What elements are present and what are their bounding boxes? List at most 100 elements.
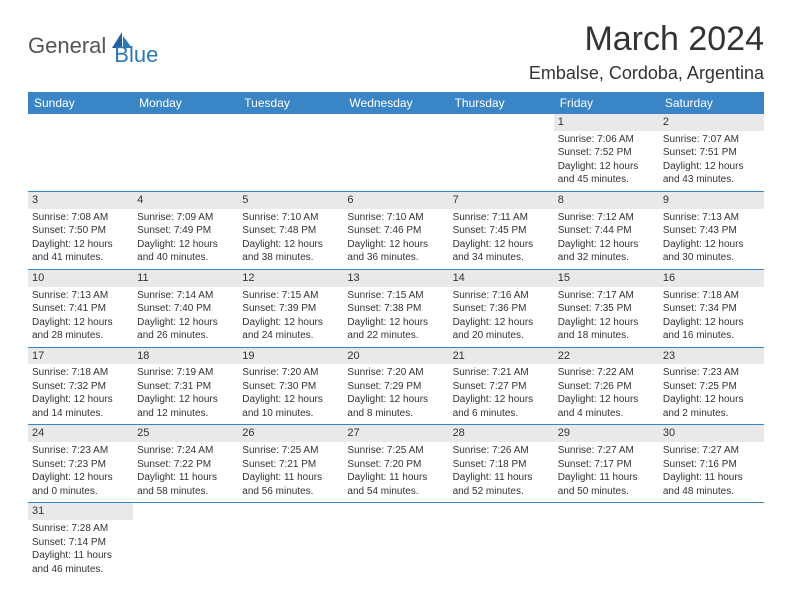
calendar-cell: 17Sunrise: 7:18 AMSunset: 7:32 PMDayligh…: [28, 347, 133, 425]
calendar-cell: [238, 114, 343, 191]
day-info-line: Sunset: 7:35 PM: [558, 302, 655, 316]
weekday-header: Friday: [554, 92, 659, 114]
day-number: 8: [554, 192, 659, 209]
day-info-line: and 30 minutes.: [663, 251, 760, 265]
day-info-line: Sunset: 7:23 PM: [32, 458, 129, 472]
day-info-line: and 32 minutes.: [558, 251, 655, 265]
day-info-line: Sunrise: 7:23 AM: [663, 366, 760, 380]
day-info-line: Sunrise: 7:21 AM: [453, 366, 550, 380]
title-block: March 2024 Embalse, Cordoba, Argentina: [529, 20, 764, 84]
calendar-week-row: 31Sunrise: 7:28 AMSunset: 7:14 PMDayligh…: [28, 503, 764, 580]
day-info-line: Sunset: 7:14 PM: [32, 536, 129, 550]
calendar-cell: 10Sunrise: 7:13 AMSunset: 7:41 PMDayligh…: [28, 269, 133, 347]
day-info-line: Sunrise: 7:28 AM: [32, 522, 129, 536]
day-info-line: Sunrise: 7:14 AM: [137, 289, 234, 303]
day-info-line: Daylight: 12 hours: [347, 316, 444, 330]
day-info-line: Daylight: 11 hours: [347, 471, 444, 485]
day-info-line: Daylight: 11 hours: [663, 471, 760, 485]
day-info-line: Sunset: 7:25 PM: [663, 380, 760, 394]
day-info-line: Sunrise: 7:08 AM: [32, 211, 129, 225]
day-info-line: Sunset: 7:49 PM: [137, 224, 234, 238]
day-info-line: Sunset: 7:17 PM: [558, 458, 655, 472]
title-month: March 2024: [529, 20, 764, 59]
day-info-line: Sunset: 7:22 PM: [137, 458, 234, 472]
day-info-line: and 40 minutes.: [137, 251, 234, 265]
day-info-line: Sunset: 7:40 PM: [137, 302, 234, 316]
day-info-line: and 2 minutes.: [663, 407, 760, 421]
day-info-line: and 14 minutes.: [32, 407, 129, 421]
day-info-line: Sunrise: 7:16 AM: [453, 289, 550, 303]
day-number: 10: [28, 270, 133, 287]
day-number: 12: [238, 270, 343, 287]
calendar-cell: 28Sunrise: 7:26 AMSunset: 7:18 PMDayligh…: [449, 425, 554, 503]
calendar-cell: 18Sunrise: 7:19 AMSunset: 7:31 PMDayligh…: [133, 347, 238, 425]
day-info-line: and 45 minutes.: [558, 173, 655, 187]
day-info-line: and 46 minutes.: [32, 563, 129, 577]
calendar-week-row: 1Sunrise: 7:06 AMSunset: 7:52 PMDaylight…: [28, 114, 764, 191]
day-info-line: Sunset: 7:18 PM: [453, 458, 550, 472]
day-info-line: Sunrise: 7:18 AM: [663, 289, 760, 303]
calendar-cell: 8Sunrise: 7:12 AMSunset: 7:44 PMDaylight…: [554, 191, 659, 269]
calendar-cell: 4Sunrise: 7:09 AMSunset: 7:49 PMDaylight…: [133, 191, 238, 269]
day-info-line: and 36 minutes.: [347, 251, 444, 265]
day-info-line: Sunrise: 7:23 AM: [32, 444, 129, 458]
weekday-header: Tuesday: [238, 92, 343, 114]
day-number: 11: [133, 270, 238, 287]
day-info-line: Sunset: 7:20 PM: [347, 458, 444, 472]
calendar-cell: [133, 503, 238, 580]
day-info-line: Daylight: 11 hours: [242, 471, 339, 485]
day-info-line: Sunrise: 7:07 AM: [663, 133, 760, 147]
day-info-line: and 28 minutes.: [32, 329, 129, 343]
day-info-line: Daylight: 12 hours: [453, 238, 550, 252]
calendar-cell: 6Sunrise: 7:10 AMSunset: 7:46 PMDaylight…: [343, 191, 448, 269]
day-info-line: Sunset: 7:31 PM: [137, 380, 234, 394]
day-info-line: Sunset: 7:29 PM: [347, 380, 444, 394]
day-info-line: and 26 minutes.: [137, 329, 234, 343]
calendar-cell: 12Sunrise: 7:15 AMSunset: 7:39 PMDayligh…: [238, 269, 343, 347]
day-info-line: and 38 minutes.: [242, 251, 339, 265]
weekday-header-row: SundayMondayTuesdayWednesdayThursdayFrid…: [28, 92, 764, 114]
day-info-line: Daylight: 12 hours: [663, 316, 760, 330]
day-info-line: and 18 minutes.: [558, 329, 655, 343]
calendar-week-row: 24Sunrise: 7:23 AMSunset: 7:23 PMDayligh…: [28, 425, 764, 503]
day-info-line: Sunset: 7:21 PM: [242, 458, 339, 472]
day-info-line: Sunset: 7:51 PM: [663, 146, 760, 160]
day-info-line: Daylight: 12 hours: [32, 393, 129, 407]
day-info-line: and 10 minutes.: [242, 407, 339, 421]
day-info-line: Sunset: 7:38 PM: [347, 302, 444, 316]
day-info-line: Sunset: 7:34 PM: [663, 302, 760, 316]
day-info-line: Daylight: 12 hours: [242, 393, 339, 407]
day-info-line: Sunset: 7:43 PM: [663, 224, 760, 238]
day-info-line: and 24 minutes.: [242, 329, 339, 343]
day-info-line: Daylight: 12 hours: [453, 393, 550, 407]
day-info-line: Sunset: 7:52 PM: [558, 146, 655, 160]
day-info-line: and 43 minutes.: [663, 173, 760, 187]
day-info-line: and 56 minutes.: [242, 485, 339, 499]
calendar-cell: 30Sunrise: 7:27 AMSunset: 7:16 PMDayligh…: [659, 425, 764, 503]
day-info-line: and 41 minutes.: [32, 251, 129, 265]
day-number: 13: [343, 270, 448, 287]
calendar-cell: [343, 114, 448, 191]
day-number: 17: [28, 348, 133, 365]
day-info-line: Sunset: 7:32 PM: [32, 380, 129, 394]
day-info-line: Sunrise: 7:17 AM: [558, 289, 655, 303]
day-info-line: Daylight: 12 hours: [32, 316, 129, 330]
calendar-cell: 23Sunrise: 7:23 AMSunset: 7:25 PMDayligh…: [659, 347, 764, 425]
calendar-cell: 15Sunrise: 7:17 AMSunset: 7:35 PMDayligh…: [554, 269, 659, 347]
day-info-line: Daylight: 12 hours: [137, 238, 234, 252]
day-info-line: Daylight: 11 hours: [558, 471, 655, 485]
day-info-line: Daylight: 12 hours: [663, 393, 760, 407]
day-info-line: Daylight: 11 hours: [453, 471, 550, 485]
day-info-line: Daylight: 12 hours: [137, 393, 234, 407]
calendar-cell: 20Sunrise: 7:20 AMSunset: 7:29 PMDayligh…: [343, 347, 448, 425]
day-info-line: Daylight: 12 hours: [32, 471, 129, 485]
day-info-line: and 6 minutes.: [453, 407, 550, 421]
day-info-line: Daylight: 11 hours: [137, 471, 234, 485]
day-info-line: Sunset: 7:45 PM: [453, 224, 550, 238]
logo-general: General: [28, 33, 106, 59]
day-info-line: Sunset: 7:26 PM: [558, 380, 655, 394]
day-number: 27: [343, 425, 448, 442]
calendar-cell: 2Sunrise: 7:07 AMSunset: 7:51 PMDaylight…: [659, 114, 764, 191]
calendar-cell: [449, 503, 554, 580]
logo: General Blue: [28, 24, 158, 68]
